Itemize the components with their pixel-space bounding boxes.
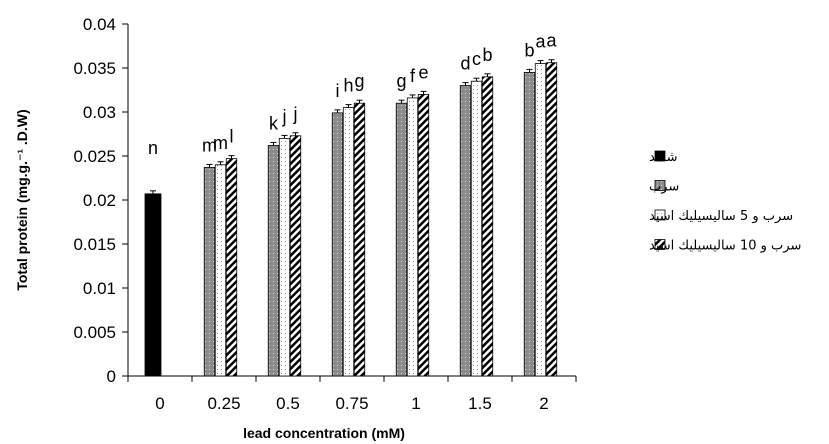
legend-entry-label: شاهد bbox=[649, 150, 678, 165]
legend: شاهد سرب سرب و 5 ساليسيليك اسيد سرب و 10 سا… bbox=[649, 150, 801, 254]
legend-swatch bbox=[654, 180, 666, 191]
significance-label: j bbox=[293, 104, 298, 124]
bar bbox=[417, 94, 430, 377]
bar bbox=[342, 107, 355, 377]
significance-label: f bbox=[410, 66, 416, 86]
y-axis-ticks: 0 0.005 0.01 0.015 0.02 0.025 0.03 0.035 0.04 bbox=[73, 15, 128, 386]
x-tick-label: 1 bbox=[411, 394, 420, 413]
bar bbox=[225, 158, 238, 377]
significance-label: a bbox=[535, 32, 546, 52]
legend-entry-label: سرب bbox=[649, 180, 679, 195]
significance-label: c bbox=[472, 49, 481, 69]
bar bbox=[523, 72, 536, 377]
x-tick-label: 0 bbox=[155, 394, 164, 413]
bars-group bbox=[144, 59, 558, 377]
significance-label: j bbox=[282, 106, 287, 126]
legend-swatch bbox=[654, 209, 666, 221]
bar bbox=[481, 76, 494, 377]
significance-label: l bbox=[230, 127, 234, 147]
bar bbox=[545, 62, 558, 377]
legend-entry-label: سرب و 5 ساليسيليك اسيد bbox=[649, 209, 793, 224]
y-tick-label: 0.03 bbox=[83, 103, 116, 122]
bar bbox=[267, 145, 280, 377]
significance-label: g bbox=[396, 71, 406, 91]
bar bbox=[278, 137, 291, 377]
significance-label: h bbox=[343, 76, 353, 96]
significance-label: k bbox=[269, 113, 279, 133]
bar bbox=[144, 193, 162, 377]
bar bbox=[406, 97, 419, 377]
bar bbox=[534, 63, 547, 377]
significance-label: b bbox=[482, 45, 492, 65]
bar bbox=[203, 167, 216, 377]
significance-label: m bbox=[202, 135, 217, 155]
y-tick-label: 0.015 bbox=[73, 235, 116, 254]
bar bbox=[395, 102, 408, 377]
significance-label: n bbox=[148, 138, 158, 158]
x-tick-label: 0.75 bbox=[335, 394, 368, 413]
significance-label: e bbox=[418, 62, 428, 82]
bar bbox=[459, 85, 472, 377]
legend-swatch bbox=[654, 150, 666, 162]
bar bbox=[214, 164, 227, 377]
significance-label: a bbox=[546, 31, 557, 51]
bar bbox=[331, 112, 344, 377]
bar bbox=[353, 102, 366, 377]
y-axis-title: Total protein (mg.g.⁻¹ .D.W) bbox=[14, 109, 30, 290]
significance-label: g bbox=[354, 71, 364, 91]
x-axis-ticks: 0 0.25 0.5 0.75 1 1.5 2 bbox=[127, 376, 577, 413]
y-tick-label: 0.01 bbox=[83, 279, 116, 298]
x-tick-label: 0.25 bbox=[207, 394, 240, 413]
legend-entry-label: سرب و 10 ساليسيليك اسيد bbox=[649, 239, 801, 254]
y-tick-label: 0.035 bbox=[73, 59, 116, 78]
bar bbox=[470, 80, 483, 377]
y-tick-label: 0.005 bbox=[73, 323, 116, 342]
y-tick-label: 0.02 bbox=[83, 191, 116, 210]
y-tick-label: 0.025 bbox=[73, 147, 116, 166]
x-axis-title: lead concentration (mM) bbox=[243, 425, 405, 441]
bar bbox=[289, 135, 302, 377]
significance-label: i bbox=[336, 81, 340, 101]
significance-label: m bbox=[213, 133, 228, 153]
significance-label: d bbox=[460, 54, 470, 74]
y-tick-label: 0 bbox=[107, 367, 116, 386]
legend-swatch bbox=[654, 239, 666, 250]
x-tick-label: 1.5 bbox=[468, 394, 492, 413]
x-tick-label: 0.5 bbox=[276, 394, 300, 413]
significance-label: b bbox=[524, 40, 534, 60]
x-tick-label: 2 bbox=[539, 394, 548, 413]
y-tick-label: 0.04 bbox=[83, 15, 116, 34]
